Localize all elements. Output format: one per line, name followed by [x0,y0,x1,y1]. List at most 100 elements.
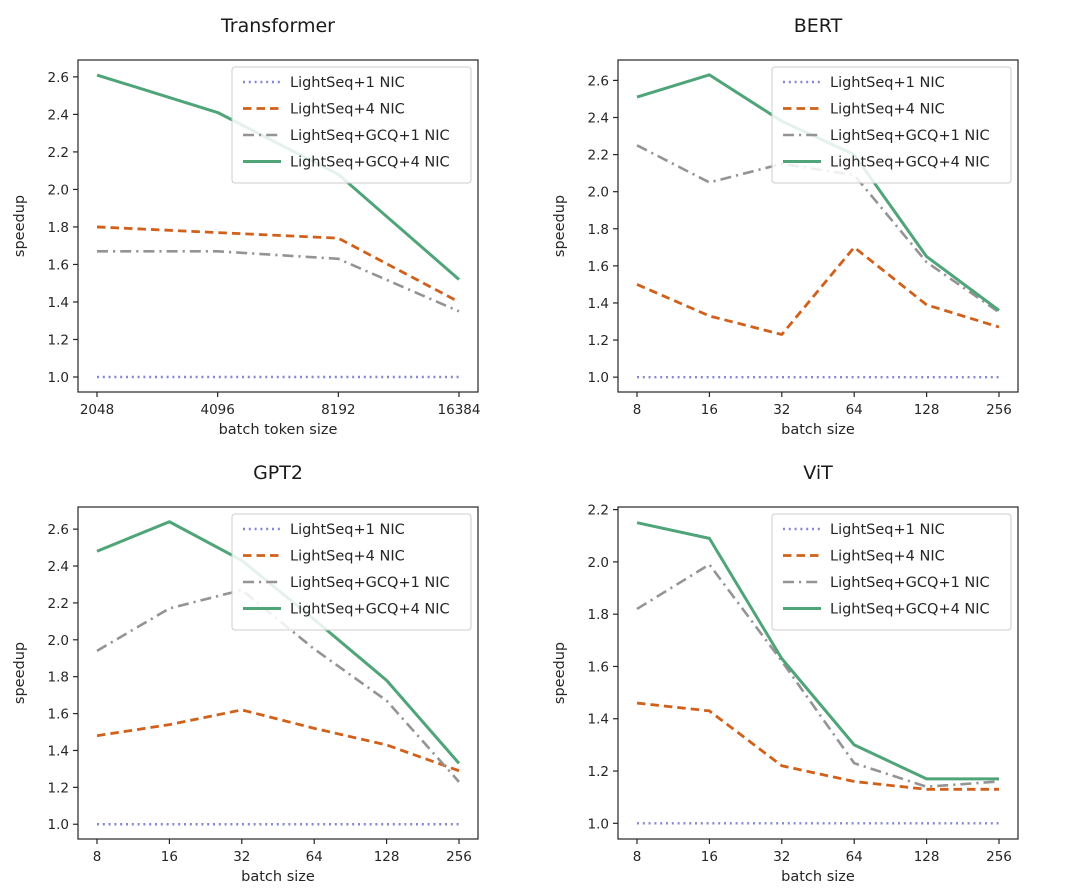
x-tick-label: 32 [773,849,790,865]
legend: LightSeq+1 NIC LightSeq+4 NIC LightSeq+GCQ… [771,66,1012,184]
legend-item: LightSeq+GCQ+1 NIC [783,128,990,144]
chart-title-bert: BERT [793,15,843,37]
x-tick-label: 256 [986,849,1012,865]
legend: LightSeq+1 NIC LightSeq+4 NIC LightSeq+GCQ… [231,66,472,184]
series-lightseq-4-nic [96,225,460,304]
y-tick-label: 1.4 [588,296,609,312]
x-tick-label: 4096 [200,402,234,418]
plot-area-bert: 1.0 1.2 1.4 1.6 1.8 2.0 2.2 2.4 2.6 8 16 32 64 128 256… [552,59,1019,438]
legend-item: LightSeq+GCQ+1 NIC [243,128,450,144]
series-lightseq-4-nic [636,245,1000,336]
y-tick-label: 1.2 [588,764,609,780]
y-tick-label: 1.6 [48,707,69,723]
y-tick-label: 1.0 [48,370,69,386]
y-tick-label: 1.6 [48,257,69,273]
y-tick-label: 1.8 [48,670,69,686]
y-axis-label: speedup [552,195,568,257]
y-tick-label: 2.0 [588,555,609,571]
chart-bert: BERT 1.0 1.2 1.4 1.6 1.8 2.0 2.2 2.4 2.6 8 16 32 64 1… [540,0,1080,447]
legend-item: LightSeq+1 NIC [243,522,405,538]
legend-item: LightSeq+1 NIC [243,75,405,91]
y-tick-label: 1.4 [48,295,69,311]
y-tick-label: 2.4 [48,107,69,123]
series-lightseq-gcq-4-nic [636,521,999,781]
y-axis-label: speedup [12,642,28,704]
x-tick-label: 16 [161,849,178,865]
y-tick-label: 2.6 [48,70,69,86]
x-tick-label: 128 [914,849,940,865]
y-tick-label: 2.0 [48,633,69,649]
x-tick-label: 16 [701,402,718,418]
y-tick-label: 1.8 [48,220,69,236]
x-axis-label: batch size [241,869,315,885]
legend-label: LightSeq+1 NIC [830,75,945,91]
y-tick-label: 1.0 [588,370,609,386]
legend-item: LightSeq+1 NIC [783,75,945,91]
legend-label: LightSeq+4 NIC [290,549,405,565]
y-tick-label: 1.2 [48,780,69,796]
x-tick-label: 128 [374,849,400,865]
plot-area-vit: 1.0 1.2 1.4 1.6 1.8 2.0 2.2 8 16 32 64 128 256 batch … [552,503,1019,885]
legend-item: LightSeq+GCQ+1 NIC [243,575,450,591]
series-lightseq-4-nic [636,701,999,791]
legend-label: LightSeq+GCQ+4 NIC [830,155,990,171]
legend-item: LightSeq+GCQ+4 NIC [783,155,990,171]
y-tick-label: 1.4 [588,712,609,728]
axes-box [617,506,1019,840]
chart-vit: ViT 1.0 1.2 1.4 1.6 1.8 2.0 2.2 8 16 32 64 128 256 ba… [540,447,1080,894]
y-tick-label: 1.6 [588,659,609,675]
y-tick-label: 2.0 [48,182,69,198]
x-tick-label: 16 [701,849,718,865]
legend-label: LightSeq+GCQ+1 NIC [290,575,450,591]
legend-label: LightSeq+4 NIC [290,102,405,118]
x-tick-label: 128 [914,402,940,418]
series-lightseq-gcq-1-nic [97,250,460,313]
x-tick-label: 32 [233,849,250,865]
x-axis-label: batch size [781,422,855,438]
x-tick-label: 256 [986,402,1012,418]
legend-label: LightSeq+4 NIC [830,549,945,565]
legend-item: LightSeq+GCQ+1 NIC [783,575,990,591]
y-tick-label: 1.8 [588,222,609,238]
legend-box [231,513,472,631]
chart-transformer: Transformer 1.0 1.2 1.4 1.6 1.8 2.0 2.2 2.4 2.6 2… [0,0,540,447]
y-tick-label: 2.2 [48,596,69,612]
legend-item: LightSeq+GCQ+4 NIC [783,602,990,618]
x-tick-label: 64 [846,402,863,418]
legend-item: LightSeq+GCQ+4 NIC [243,602,450,618]
y-tick-label: 1.6 [588,259,609,275]
legend: LightSeq+1 NIC LightSeq+4 NIC LightSeq+GCQ… [771,513,1012,631]
y-tick-label: 1.2 [588,333,609,349]
series-lightseq-4-nic [96,708,460,773]
series-lightseq-gcq-1-nic [636,563,1000,789]
y-tick-label: 2.2 [588,148,609,164]
chart-title-transformer: Transformer [220,15,335,37]
legend-label: LightSeq+1 NIC [290,522,405,538]
x-tick-label: 256 [446,849,472,865]
y-tick-label: 2.6 [588,73,609,89]
x-tick-label: 8192 [321,402,355,418]
axes-box [77,506,479,840]
y-tick-label: 1.0 [588,816,609,832]
x-tick-label: 16384 [438,402,481,418]
legend-label: LightSeq+1 NIC [830,522,945,538]
y-tick-label: 2.4 [588,110,609,126]
plot-area-transformer: 1.0 1.2 1.4 1.6 1.8 2.0 2.2 2.4 2.6 2048 4096 8192 1… [12,59,481,438]
y-tick-label: 2.2 [48,145,69,161]
series-lightseq-gcq-1-nic [96,588,460,783]
y-tick-label: 2.6 [48,522,69,538]
x-axis-label: batch token size [219,422,338,438]
x-tick-label: 8 [93,849,102,865]
legend-box [771,513,1012,631]
y-tick-label: 1.4 [48,743,69,759]
legend-item: LightSeq+4 NIC [243,102,405,118]
legend-box [231,66,472,184]
plot-area-gpt2: 1.0 1.2 1.4 1.6 1.8 2.0 2.2 2.4 2.6 8 16 32 64 128 256… [12,506,479,885]
y-axis-label: speedup [552,642,568,704]
x-tick-label: 8 [633,402,642,418]
y-tick-label: 2.2 [588,503,609,519]
axes-box [77,59,479,393]
legend-label: LightSeq+GCQ+4 NIC [830,602,990,618]
legend-label: LightSeq+4 NIC [830,102,945,118]
